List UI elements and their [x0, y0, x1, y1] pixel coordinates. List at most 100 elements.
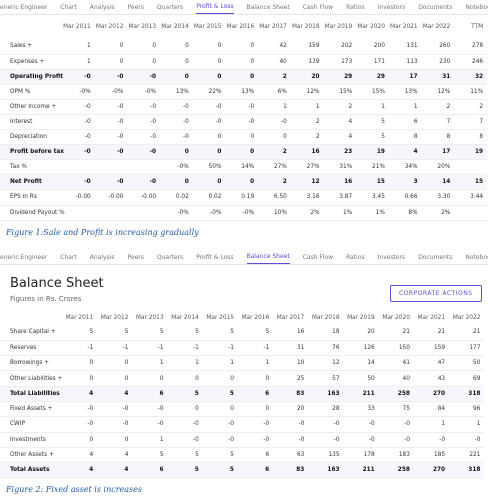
- cell: -1: [167, 340, 203, 357]
- tab[interactable]: Ratios: [346, 3, 365, 11]
- cell: -0: [192, 114, 226, 131]
- cell: -0: [62, 401, 98, 418]
- tab[interactable]: Chart: [60, 253, 77, 261]
- tab[interactable]: Analysis: [89, 3, 115, 11]
- cell: -0: [94, 129, 128, 146]
- tab-bar: eneric Engineer Chart Analysis Peers Quarter…: [0, 250, 488, 265]
- tab[interactable]: Cash Flow: [302, 3, 334, 11]
- cell: 258: [378, 386, 414, 402]
- tab[interactable]: Investors: [377, 3, 406, 11]
- cell: 2: [290, 129, 324, 146]
- tab[interactable]: Balance Sheet: [246, 250, 290, 264]
- cell: 1: [132, 355, 168, 372]
- cell: -0: [94, 144, 128, 161]
- cell: -0: [62, 99, 95, 115]
- cell: 178: [343, 447, 379, 464]
- cell: 4: [97, 386, 133, 402]
- cell: 135: [308, 447, 344, 464]
- tab[interactable]: Ratios: [346, 253, 365, 261]
- column-header: Mar 2019: [324, 24, 353, 30]
- cell: -0: [202, 432, 238, 448]
- cell: 3.87: [323, 189, 357, 206]
- tab[interactable]: Peers: [127, 253, 144, 261]
- tab[interactable]: Quarters: [156, 3, 184, 11]
- tab[interactable]: Documents: [418, 3, 453, 11]
- table-row: Share Capital +5 5 5 5 5 5 16 18 20 21 21 21: [0, 325, 485, 341]
- cell: 202: [323, 39, 357, 55]
- cell: 10: [273, 355, 309, 372]
- tab[interactable]: Profit & Loss: [196, 253, 234, 261]
- cell: 1: [167, 355, 203, 372]
- cell: 2: [290, 114, 324, 131]
- cell: 5: [167, 325, 203, 341]
- cell: 0: [192, 69, 226, 85]
- table-row: Other Assets +4 4 5 5 5 6 63 135 178 183 185 221: [0, 447, 485, 464]
- cell: 159: [290, 39, 324, 55]
- cell: 0: [225, 69, 259, 85]
- table-row: Borrowings +0 0 1 1 1 1 10 12 14 41 47 50: [0, 355, 485, 372]
- cell: 21: [449, 325, 485, 341]
- cell: -1: [132, 340, 168, 357]
- cell: 0: [62, 370, 98, 387]
- cell: 27%: [290, 159, 324, 176]
- header-row: Mar 2011 Mar 2012 Mar 2013 Mar 2014 Mar 2015…: [0, 15, 487, 39]
- tab[interactable]: Profit & Loss: [196, 0, 234, 14]
- cell: -0: [132, 401, 168, 418]
- cell: 6: [237, 447, 274, 464]
- column-header: Mar 2018: [291, 24, 320, 30]
- tab[interactable]: eneric Engineer: [0, 253, 48, 261]
- table-row: Total Assets 4 4 6 5 5 6 83 163 211 258 270 318: [0, 462, 485, 479]
- tab[interactable]: Documents: [418, 253, 453, 261]
- cell: 20: [290, 69, 324, 85]
- cell: 4: [323, 129, 357, 146]
- profit-loss-table: Mar 2011 Mar 2012 Mar 2013 Mar 2014 Mar 2015…: [0, 15, 488, 221]
- cell: 75: [378, 401, 414, 418]
- table-row: Tax % -0% 50% 14% 27% 27% 31% 21% 34% 20%: [0, 159, 488, 176]
- cell: 211: [343, 462, 379, 479]
- cell: 2: [258, 69, 291, 85]
- cell: 43: [413, 370, 450, 387]
- cell: -0: [160, 129, 193, 146]
- tab[interactable]: Balance Sheet: [246, 3, 290, 11]
- column-header: Mar 2021: [417, 315, 446, 321]
- cell: 5: [202, 325, 238, 341]
- tab[interactable]: Analysis: [89, 253, 115, 261]
- table-row: Reserves -1 -1 -1 -1 -1 -1 31 76 126 150 159 177: [0, 340, 485, 357]
- tab[interactable]: Cash Flow: [302, 253, 334, 261]
- tab[interactable]: Investors: [377, 253, 406, 261]
- cell: 29: [323, 69, 357, 85]
- cell: 40: [258, 54, 291, 70]
- cell: -0: [273, 432, 309, 448]
- cell: 11%: [454, 84, 488, 100]
- cell: 34%: [388, 159, 422, 176]
- cell: 4: [97, 462, 133, 479]
- tab[interactable]: Chart: [60, 3, 77, 11]
- cell: 177: [449, 340, 485, 357]
- tab[interactable]: Quarters: [156, 253, 184, 261]
- table-row: OPM % -0% -0% -0% 13% 22% 13% 6% 12% 15% 15% 13% 12%…: [0, 84, 488, 100]
- cell: -0: [378, 432, 414, 448]
- balance-sheet-table: Mar 2011 Mar 2012 Mar 2013 Mar 2014 Mar 2015…: [0, 311, 485, 479]
- tab[interactable]: eneric Engineer: [0, 3, 48, 11]
- tab[interactable]: Noteboo: [465, 3, 488, 11]
- cell: -0: [62, 174, 95, 191]
- column-header: Mar 2020: [357, 24, 385, 30]
- column-header: Mar 2015: [193, 24, 222, 30]
- cell: 6: [237, 462, 274, 479]
- cell: 126: [343, 340, 379, 357]
- table-row: Profit before tax -0 -0 -0 0 0 0 2 16 23 19 4 17 19: [0, 144, 488, 161]
- cell: 6%: [258, 84, 291, 100]
- tab[interactable]: Noteboo: [465, 253, 488, 261]
- row-label: Interest: [0, 114, 63, 131]
- corporate-actions-button[interactable]: CORPORATE ACTIONS: [390, 285, 482, 302]
- cell: 0: [225, 144, 259, 161]
- cell: -0: [62, 129, 95, 146]
- cell: -0: [343, 416, 379, 433]
- cell: 0: [225, 174, 259, 191]
- column-header: Mar 2012: [100, 315, 129, 321]
- cell: 5: [202, 447, 238, 464]
- tab[interactable]: Peers: [127, 3, 144, 11]
- cell: 20: [273, 401, 309, 418]
- cell: 2: [258, 174, 291, 191]
- cell: -1: [62, 340, 98, 357]
